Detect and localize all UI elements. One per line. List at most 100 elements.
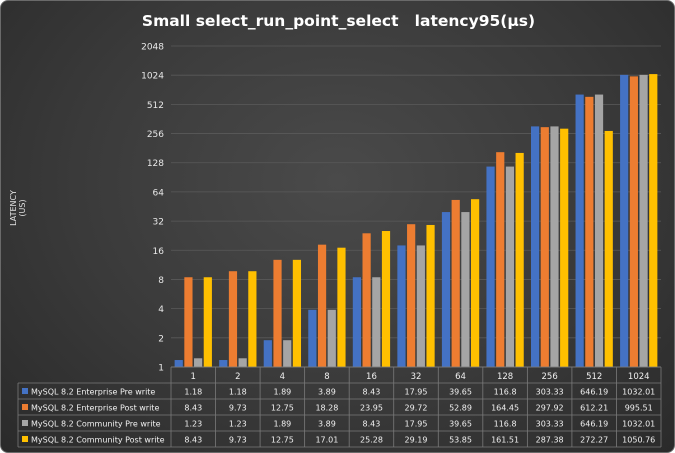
data-table-value: 12.75 [271,436,294,445]
bar [451,199,460,367]
data-table-value: 17.95 [405,388,428,397]
y-tick-label: 128 [147,159,164,169]
bar [184,277,193,367]
bar [550,126,559,367]
data-table-value: 29.19 [405,436,428,445]
x-category-label: 64 [455,372,466,382]
data-table-value: 287.38 [536,436,564,445]
data-table-value: 53.85 [449,436,472,445]
data-table-value: 18.28 [315,404,338,413]
bar [248,271,257,367]
data-table-value: 1032.01 [622,420,655,429]
bar [629,76,638,367]
legend-entry: MySQL 8.2 Enterprise Pre write [31,388,155,397]
data-table-value: 17.95 [405,420,428,429]
y-tick-label: 512 [147,101,164,111]
data-table-value: 3.89 [318,388,336,397]
x-category-label: 1 [191,372,196,382]
data-table-value: 646.19 [580,420,608,429]
data-table-value: 116.8 [494,420,517,429]
data-table-value: 164.45 [491,404,519,413]
bar [273,259,282,367]
y-tick-label: 1024 [141,72,164,82]
bar [515,152,524,367]
legend-swatch [22,404,28,410]
bar [540,127,549,367]
bar [461,212,470,367]
x-category-label: 16 [366,372,377,382]
data-table-value: 1.89 [273,420,291,429]
y-tick-label: 32 [153,218,164,228]
data-table-value: 1.18 [184,388,202,397]
x-category-label: 8 [324,372,329,382]
data-table-value: 3.89 [318,420,336,429]
bar [426,224,435,367]
x-category-label: 128 [497,372,513,382]
bar [530,126,540,367]
bar [228,271,238,367]
bar [362,233,371,367]
x-category-label: 256 [542,372,558,382]
bar [194,358,203,367]
bar [337,247,346,367]
data-table-value: 29.72 [405,404,428,413]
bar [639,74,648,368]
bar [560,128,569,367]
legend-swatch [22,420,28,426]
bar [372,277,381,367]
data-table-value: 52.89 [449,404,472,413]
y-tick-label: 64 [153,188,165,198]
data-table-value: 23.95 [360,404,383,413]
bar [292,259,302,367]
chart-title: Small select_run_point_select latency95(… [141,12,536,30]
data-table-value: 8.43 [363,420,381,429]
bar [174,360,183,367]
x-category-label: 2 [235,372,240,382]
data-table-value: 8.43 [184,404,202,413]
bar [283,340,292,367]
data-table-value: 8.43 [363,388,381,397]
bar [219,360,228,367]
data-table-value: 39.65 [449,420,472,429]
data-table-value: 1.23 [184,420,202,429]
x-category-label: 512 [586,372,602,382]
data-table-value: 25.28 [360,436,383,445]
bar [381,231,391,367]
y-tick-label: 16 [153,247,165,257]
bar [505,166,515,367]
bar [238,358,247,367]
y-tick-label: 256 [147,130,164,140]
data-table-value: 303.33 [536,388,564,397]
x-category-label: 4 [280,372,285,382]
bar [496,152,505,367]
bar [441,212,451,367]
data-table-value: 297.92 [536,404,564,413]
legend-entry: MySQL 8.2 Community Post write [31,436,165,445]
bar [203,277,212,367]
y-tick-label: 1 [158,364,164,374]
data-table-value: 161.51 [491,436,519,445]
legend-swatch [22,436,28,442]
data-table-value: 17.01 [315,436,338,445]
data-table-value: 1.89 [273,388,291,397]
legend-swatch [22,388,28,394]
data-table-value: 1032.01 [622,388,655,397]
bar [604,130,613,367]
data-table-value: 1.23 [229,420,247,429]
data-table-value: 646.19 [580,388,608,397]
bar [649,74,658,368]
data-table-value: 12.75 [271,404,294,413]
data-table-value: 8.43 [184,436,202,445]
bar [575,94,584,367]
legend-entry: MySQL 8.2 Community Pre write [31,420,161,429]
data-table-value: 9.73 [229,404,247,413]
y-tick-label: 2 [158,334,164,344]
bar [263,340,272,367]
bar [308,309,317,367]
data-table-value: 9.73 [229,436,247,445]
data-table-value: 612.21 [580,404,608,413]
bar [470,199,480,367]
y-tick-label: 2048 [141,43,164,53]
